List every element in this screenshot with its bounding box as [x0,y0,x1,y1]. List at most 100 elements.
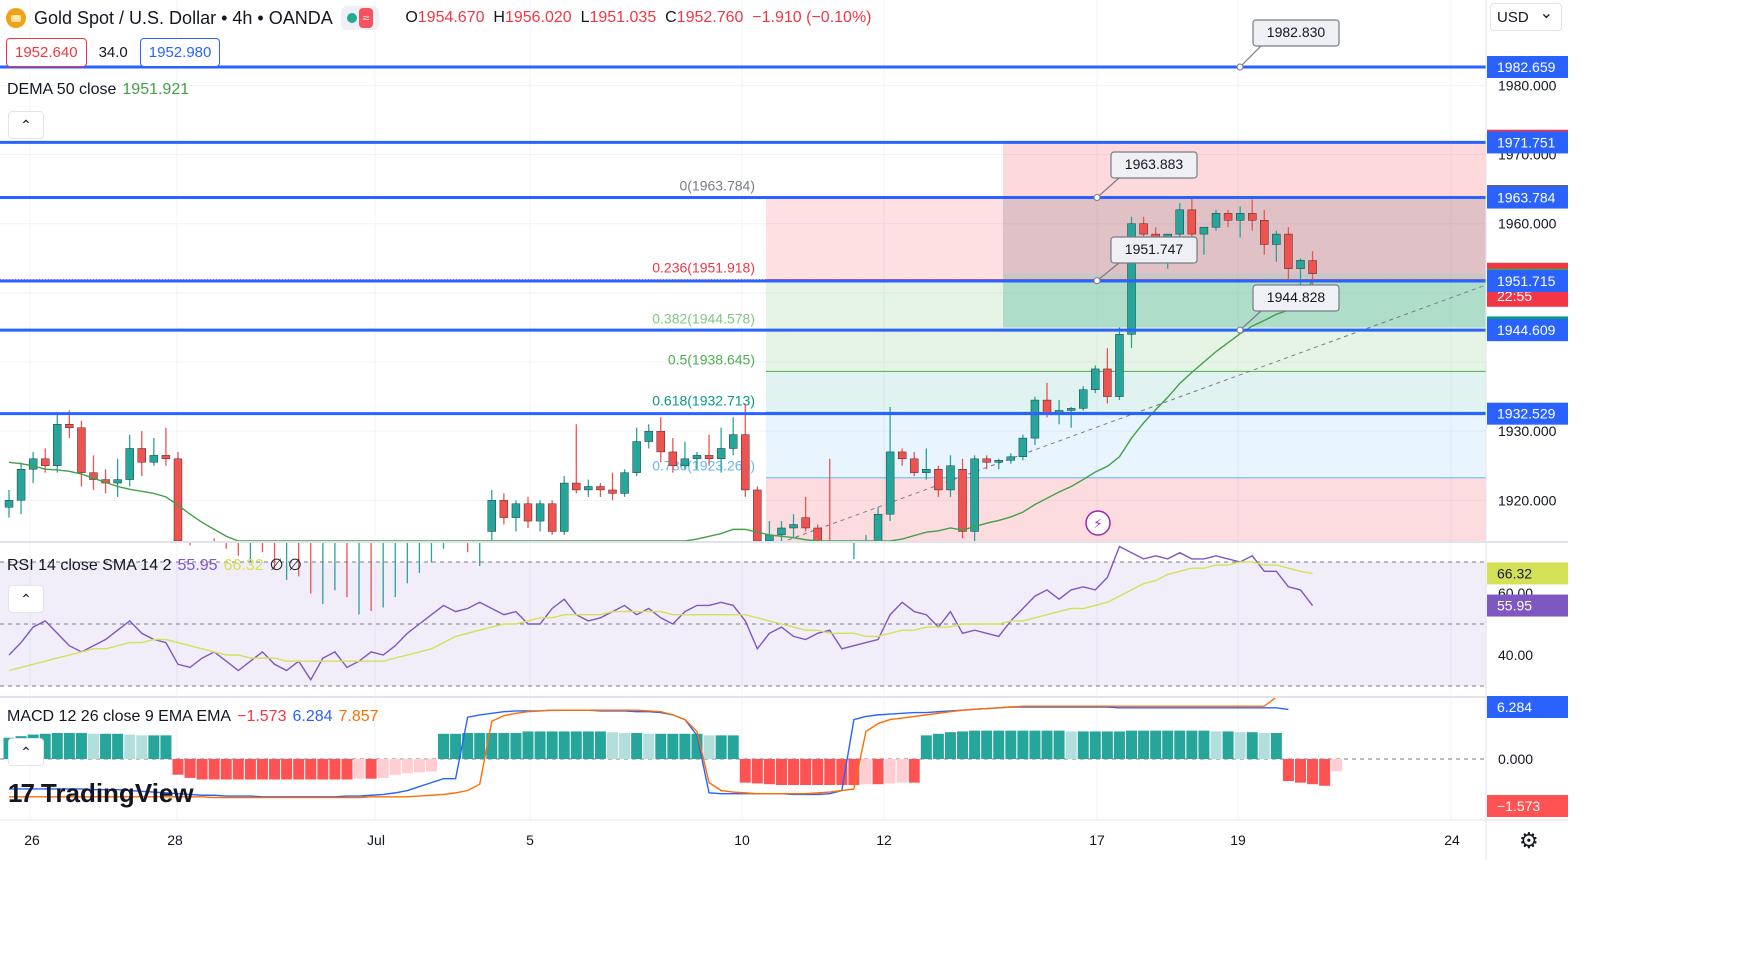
collapse-rsi-button[interactable]: ⌃ [8,585,44,613]
symbol-title[interactable]: Gold Spot / U.S. Dollar • 4h • OANDA [34,7,333,28]
price-axis-badge-text: 1971.751 [1497,134,1556,150]
macd-legend[interactable]: MACD 12 26 close 9 EMA EMA −1.573 6.284 7.8… [7,708,379,726]
price-axis-badge [1487,270,1568,292]
macd-histogram-bar [1113,731,1125,759]
sell-price-button[interactable]: 1952.640 [6,38,87,67]
dema-legend[interactable]: DEMA 50 close 1951.921 [7,81,189,99]
buy-price-button[interactable]: 1952.980 [139,38,221,67]
status-pill[interactable]: ≈ [340,6,380,30]
candle-body [28,458,38,470]
high-value: 1956.020 [504,9,572,26]
candle-body [704,455,714,460]
macd-histogram-bar [582,731,594,759]
macd-histogram-bar [1005,730,1017,759]
candle-body [1223,213,1233,221]
candle-body [970,458,979,532]
fibonacci-retracement: 0(1963.784) 0.236(1951.918) 0.382(1944.578… [652,178,1486,541]
time-tick-label: 19 [1230,832,1246,848]
macd-histogram-bar [1126,730,1138,759]
ohlc-readout: O1954.670 H1956.020 L1951.035 C1952.760 … [405,9,872,26]
macd-histogram-bar [1198,730,1210,759]
position-open-zone [1003,196,1486,274]
macd-histogram-bar [401,759,413,774]
rsi-tick-label: 40.00 [1498,647,1533,663]
macd-histogram-bar [148,735,160,759]
candle-body [716,448,726,460]
callout-leader [1096,177,1120,198]
macd-label: MACD 12 26 close 9 EMA EMA [7,708,232,725]
candle-body [137,448,146,463]
grid [0,0,1486,820]
chart-canvas[interactable]: 0(1963.784) 0.236(1951.918) 0.382(1944.578… [0,0,1568,860]
collapse-macd-button[interactable]: ⌃ [8,738,44,766]
rsi-legend[interactable]: RSI 14 close SMA 14 2 55.95 66.32 ∅ ∅ [7,555,302,575]
symbol-header: Gold Spot / U.S. Dollar • 4h • OANDA ≈ O… [6,6,872,30]
candle-body [523,503,533,522]
settings-gear-icon[interactable]: ⚙ [1519,828,1539,853]
macd-histogram-bar [208,759,220,780]
macd-histogram-bar [751,759,763,784]
macd-histogram-bar [848,759,860,785]
price-axis-badge-text: 1963.784 [1497,190,1556,206]
rsi-axis-badge [1487,594,1568,617]
candle-body [65,424,74,428]
macd-histogram-bar [546,731,558,759]
candle-body [1006,456,1016,461]
fib-level-label: 0.618(1932.713) [652,392,755,408]
tv-mark-icon: 17 [8,778,35,808]
candle-body [511,503,521,518]
macd-histogram-bar [353,759,365,779]
candles [4,198,1317,615]
macd-hist-value: −1.573 [237,708,287,725]
candle-body [644,430,653,442]
macd-histogram-bar [389,759,401,775]
rsi-line [8,545,1314,682]
tradingview-logo[interactable]: 17 TradingView [8,778,194,809]
candle-body [77,427,86,473]
candle-body [16,469,26,501]
callout-anchor [1236,63,1244,71]
candle-body [692,455,702,460]
macd-axis-badge [1487,696,1568,718]
macd-histogram-bar [1150,730,1162,759]
macd-axis-badge [1487,795,1568,817]
time-tick-label: 5 [526,832,534,848]
macd-histogram-bar [896,759,908,783]
rsi-axis-badge-text: 66.32 [1497,565,1532,581]
macd-histogram-bar [1246,732,1258,759]
candle-body [994,460,1003,463]
macd-histogram-bar [1174,730,1186,759]
macd-histogram-bar [112,733,124,759]
candle-body [934,469,943,491]
fib-zone [766,330,1486,372]
rsi-value: 55.95 [177,557,218,574]
candle-body [499,500,509,518]
callout-box [1252,284,1340,312]
price-tick-label: 1920.000 [1498,492,1557,508]
brand-name: TradingView [40,778,194,808]
macd-histogram-bar [510,733,522,759]
price-axis-badge [1487,402,1568,425]
collapse-legend-button[interactable]: ⌃ [8,111,44,139]
candle-body [729,434,738,449]
candle-body [149,455,159,463]
dema-label: DEMA 50 close [7,81,117,98]
callout-leader [1239,45,1262,68]
macd-histogram-bar [534,731,546,759]
macd-histogram-bar [594,731,606,759]
macd-histogram-bar [269,759,281,780]
open-value: 1954.670 [417,9,485,26]
macd-histogram-bar [1053,730,1065,759]
macd-histogram-bar [570,731,582,759]
fib-level-label: 0.236(1951.918) [652,260,755,276]
candle-body [1091,368,1100,390]
candle-body [680,458,690,466]
currency-selector[interactable]: USD [1490,0,1562,31]
change-value: −1.910 (−0.10%) [752,9,872,26]
macd-histogram-bar [256,759,268,780]
macd-histogram-bar [1138,730,1150,759]
macd-histogram-bar [136,735,148,759]
macd-histogram-bar [39,733,51,759]
candle-body [1248,213,1257,221]
candle-body [4,500,14,508]
